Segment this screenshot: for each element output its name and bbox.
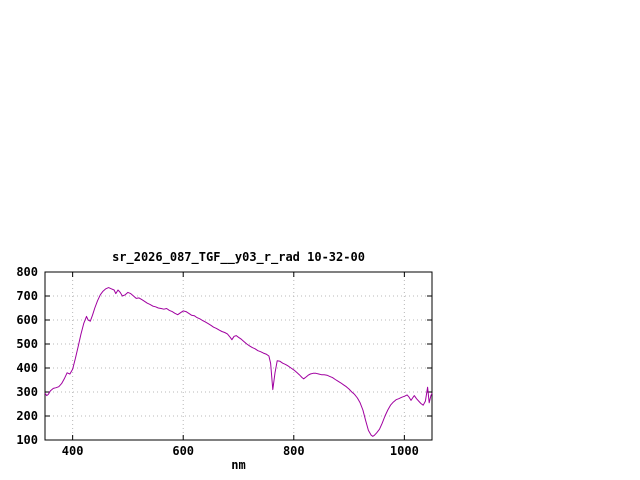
y-tick-label: 700: [16, 289, 38, 303]
y-tick-label: 800: [16, 265, 38, 279]
x-tick-label: 400: [62, 444, 84, 458]
x-tick-label: 800: [283, 444, 305, 458]
y-tick-label: 600: [16, 313, 38, 327]
x-tick-label: 600: [172, 444, 194, 458]
spectrum-line: [44, 287, 433, 437]
x-axis-label: nm: [231, 458, 246, 472]
plot-border: [44, 271, 433, 441]
y-tick-label: 300: [16, 385, 38, 399]
x-tick-label: 1000: [390, 444, 419, 458]
y-tick-label: 500: [16, 337, 38, 351]
chart-title: sr_2026_087_TGF__y03_r_rad 10-32-00: [112, 250, 365, 264]
y-tick-label: 100: [16, 433, 38, 447]
y-tick-label: 200: [16, 409, 38, 423]
y-tick-label: 400: [16, 361, 38, 375]
